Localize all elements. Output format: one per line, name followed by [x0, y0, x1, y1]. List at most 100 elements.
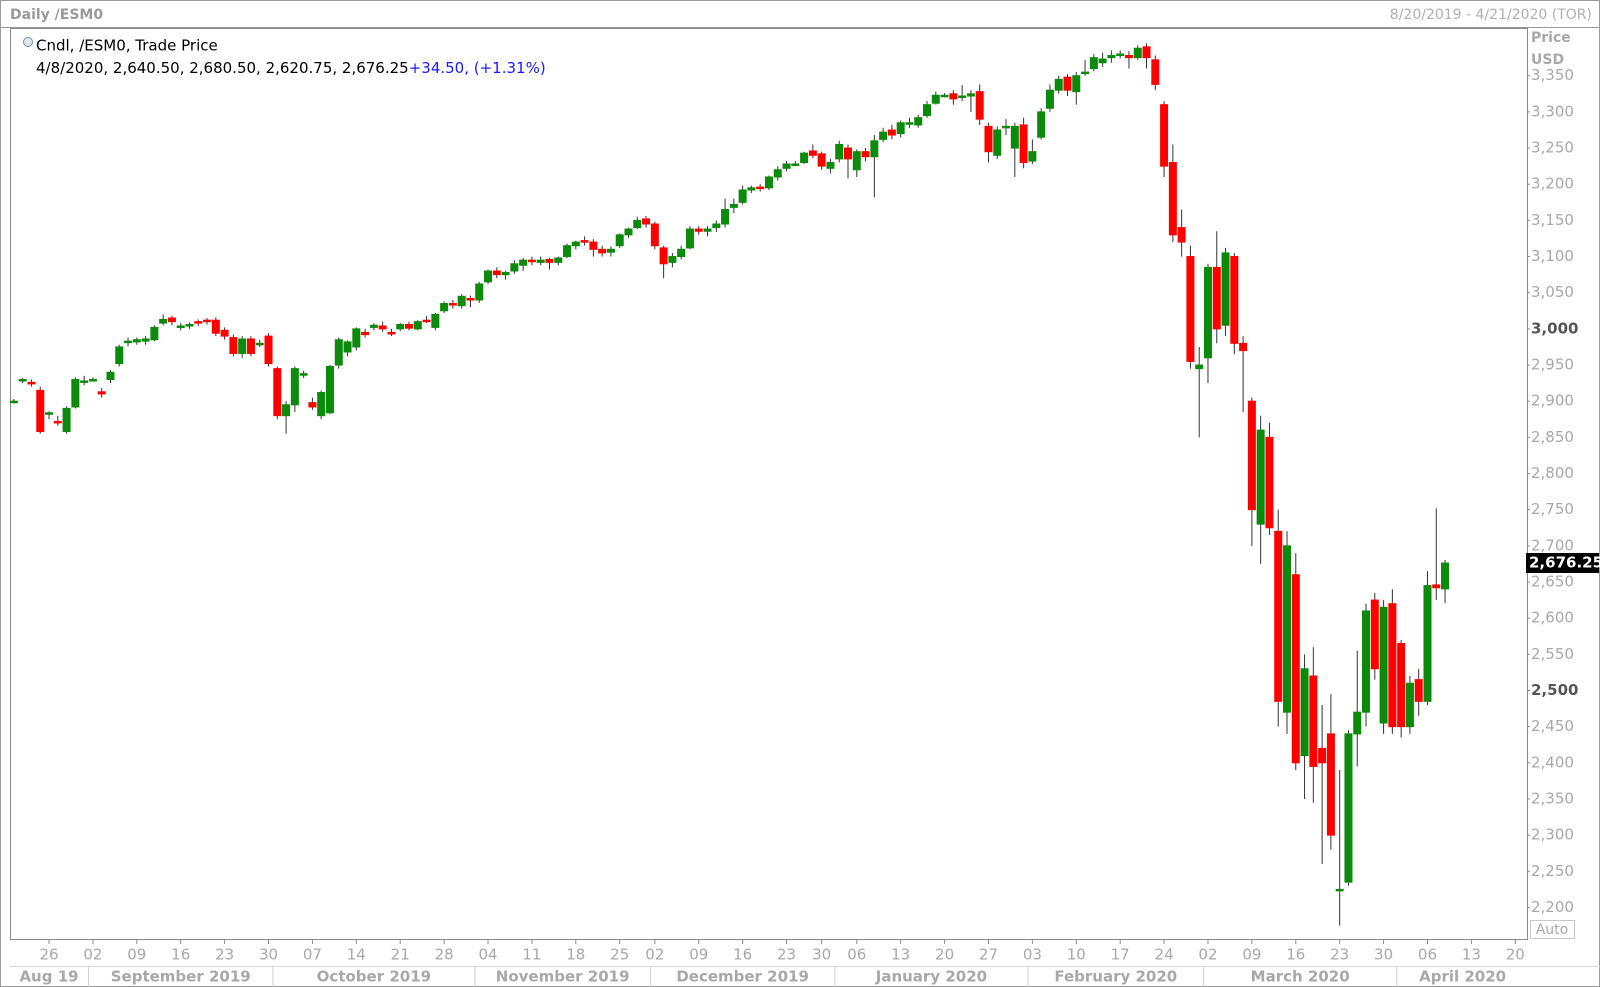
- x-tick-label: 09: [689, 946, 708, 964]
- candle-body: [1203, 266, 1212, 359]
- candle-body: [1054, 78, 1063, 91]
- candle-body: [1081, 71, 1090, 75]
- y-tick-label: 2,400: [1531, 753, 1574, 771]
- candle-body: [536, 259, 545, 263]
- candle-body: [1423, 585, 1432, 702]
- candle-body: [1107, 54, 1116, 59]
- candle-body: [747, 187, 756, 191]
- candle-body: [940, 94, 949, 98]
- candle-body: [1265, 436, 1274, 529]
- candle-body: [1142, 46, 1151, 59]
- candle-body: [369, 324, 378, 328]
- ohlc-values: 4/8/2020, 2,640.50, 2,680.50, 2,620.75, …: [36, 59, 409, 77]
- y-tick-label: 2,750: [1531, 500, 1574, 518]
- candle-body: [966, 93, 975, 97]
- candle-body: [738, 189, 747, 203]
- candle-body: [984, 125, 993, 153]
- candle-body: [905, 122, 914, 125]
- candle-body: [475, 283, 484, 301]
- candle-body: [844, 147, 852, 160]
- candle-body: [176, 325, 185, 328]
- x-tick-label: 16: [171, 946, 190, 964]
- candle-body: [852, 151, 861, 171]
- x-tick-label: 02: [645, 946, 664, 964]
- candle-body: [431, 313, 440, 328]
- x-tick-label: 14: [347, 946, 366, 964]
- plot-area: [10, 28, 1528, 940]
- y-tick-label: 3,200: [1531, 175, 1574, 193]
- x-tick-label: 09: [1242, 946, 1261, 964]
- y-tick-label: 2,950: [1531, 356, 1574, 374]
- candle-body: [1344, 733, 1353, 883]
- last-price-box: [1526, 553, 1599, 574]
- x-tick-label: 17: [1111, 946, 1130, 964]
- candle-body: [115, 346, 124, 365]
- candle-body: [887, 129, 896, 136]
- candle-body: [993, 129, 1002, 156]
- y-tick-label: 3,150: [1531, 211, 1574, 229]
- month-label: April 2020: [1419, 968, 1506, 986]
- candle-body: [1318, 747, 1327, 764]
- candle-body: [782, 163, 791, 169]
- candle-body: [1239, 342, 1248, 352]
- scale-mode[interactable]: Auto: [1536, 922, 1569, 938]
- x-tick-label: 20: [1506, 946, 1525, 964]
- month-label: February 2020: [1054, 968, 1177, 986]
- candle-body: [273, 368, 282, 417]
- candle-body: [62, 407, 71, 433]
- candle-body: [923, 104, 932, 117]
- candle-body: [685, 228, 694, 249]
- candle-body: [1370, 599, 1379, 670]
- x-tick-label: 13: [1462, 946, 1481, 964]
- candle-body: [220, 329, 229, 337]
- x-tick-label: 06: [847, 946, 866, 964]
- candle-body: [317, 392, 326, 417]
- legend-icon[interactable]: [23, 37, 33, 47]
- candle-body: [598, 248, 607, 254]
- candle-body: [1247, 400, 1256, 511]
- candle-body: [282, 404, 291, 417]
- x-tick-label: 16: [1286, 946, 1305, 964]
- candle-body: [387, 331, 396, 335]
- candle-body: [580, 240, 589, 243]
- candle-body: [71, 378, 80, 408]
- candle-body: [826, 162, 835, 169]
- y-tick-label: 2,250: [1531, 862, 1574, 880]
- candle-body: [159, 318, 168, 324]
- candle-body: [1362, 610, 1371, 713]
- month-label: March 2020: [1251, 968, 1350, 986]
- x-tick-label: 26: [39, 946, 58, 964]
- candle-body: [1230, 256, 1239, 344]
- candle-body: [1089, 57, 1098, 70]
- legend-title: Cndl, /ESM0, Trade Price: [36, 37, 218, 55]
- candle-body: [501, 271, 510, 276]
- scale-mode-box[interactable]: [1530, 920, 1575, 939]
- candle-body: [1186, 256, 1195, 362]
- y-tick-label: 2,350: [1531, 789, 1574, 807]
- y-tick-label: 2,850: [1531, 428, 1574, 446]
- candle-body: [308, 402, 317, 408]
- candle-body: [1335, 888, 1344, 892]
- candle-body: [1019, 124, 1028, 164]
- candle-body: [615, 234, 624, 247]
- candle-body: [1072, 75, 1081, 93]
- candle-body: [624, 228, 633, 236]
- candle-body: [1221, 252, 1230, 326]
- x-tick-label: 30: [812, 946, 831, 964]
- candle-body: [36, 389, 45, 433]
- candle-body: [896, 122, 905, 135]
- month-label: October 2019: [317, 968, 431, 986]
- candle-body: [1124, 54, 1133, 59]
- candle-body: [563, 245, 572, 258]
- candle-body: [870, 140, 879, 158]
- candle-body: [325, 365, 334, 414]
- x-tick-label: 06: [1418, 946, 1437, 964]
- candle-body: [519, 259, 528, 266]
- candle-body: [422, 319, 431, 323]
- candle-body: [45, 412, 54, 415]
- header-title: Daily /ESM0: [10, 7, 103, 23]
- candle-body: [396, 324, 405, 330]
- y-tick-label: 2,800: [1531, 464, 1574, 482]
- candle-body: [484, 270, 493, 283]
- candle-body: [835, 143, 844, 160]
